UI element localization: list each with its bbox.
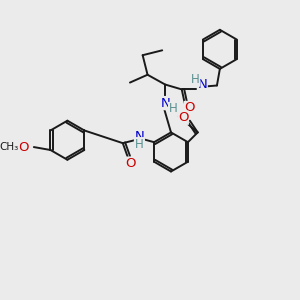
Text: O: O [18, 141, 28, 154]
Text: H: H [169, 103, 177, 116]
Text: N: N [197, 78, 207, 91]
Text: O: O [184, 101, 195, 115]
Text: H: H [135, 138, 144, 151]
Text: N: N [134, 130, 144, 143]
Text: CH₃: CH₃ [0, 142, 19, 152]
Text: N: N [160, 97, 170, 110]
Text: O: O [125, 157, 136, 170]
Text: H: H [191, 73, 200, 86]
Text: O: O [178, 111, 188, 124]
